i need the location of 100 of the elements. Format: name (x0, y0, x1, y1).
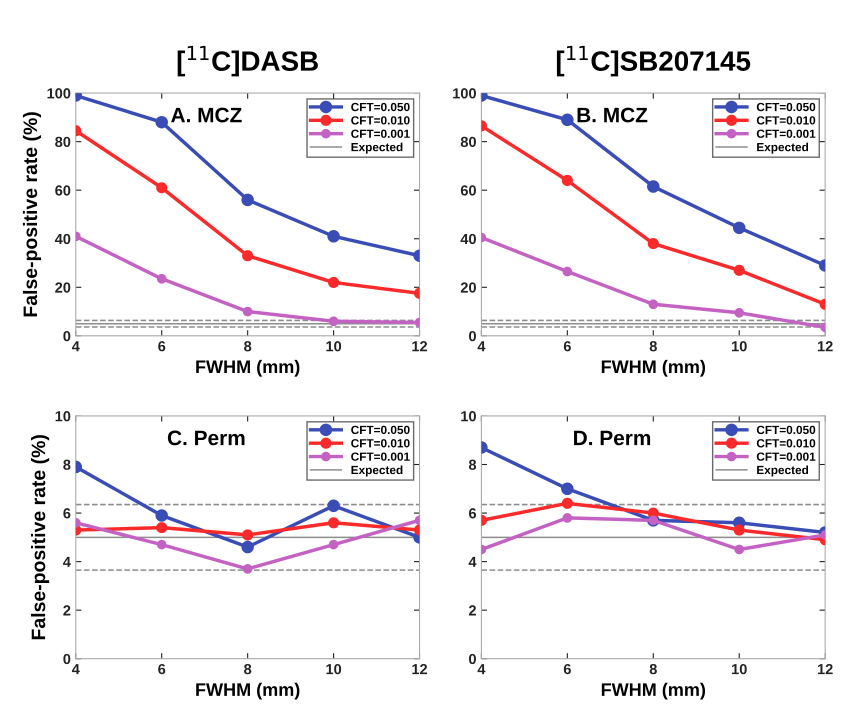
y-tick-label: 60 (55, 185, 70, 196)
point (156, 540, 167, 550)
annotation: A. MCZ (171, 108, 242, 122)
legend-label: CFT=0.010 (756, 116, 816, 125)
point (734, 524, 745, 536)
x-tick-label: 10 (326, 664, 342, 674)
point (647, 180, 660, 193)
x-tick-label: 12 (412, 341, 428, 352)
legend-label: Expected (351, 466, 402, 477)
point (242, 250, 254, 262)
x-tick-label: 8 (650, 664, 657, 674)
y-tick-label: 8 (468, 460, 476, 470)
x-axis-title: FWHM (mm) (196, 682, 300, 700)
x-axis-title: FWHM (mm) (602, 360, 706, 377)
y-tick-label: 2 (468, 605, 476, 616)
point (156, 274, 167, 284)
point (155, 116, 168, 128)
point (327, 500, 340, 512)
annotation: C. Perm (168, 430, 244, 446)
point (328, 316, 338, 326)
y-tick-label: 10 (56, 411, 70, 422)
point (328, 276, 340, 288)
point (156, 182, 168, 194)
point (156, 522, 168, 534)
point (242, 306, 253, 316)
legend-label: CFT=0.010 (756, 439, 816, 448)
point (562, 266, 572, 276)
y-tick-label: 80 (55, 136, 70, 148)
y-tick-label: 20 (460, 282, 476, 293)
x-tick-label: 4 (72, 341, 80, 352)
point (732, 222, 746, 234)
y-axis-title: False-positive rate (%) (31, 435, 50, 640)
point (562, 498, 573, 509)
legend-label: CFT=0.050 (756, 102, 816, 112)
y-tick-label: 20 (55, 282, 70, 293)
x-tick-label: 4 (72, 664, 80, 674)
point (242, 564, 253, 574)
y-tick-label: 100 (453, 88, 476, 99)
annotation: D. Perm (574, 430, 650, 446)
x-tick-label: 6 (564, 341, 571, 352)
y-tick-label: 40 (460, 234, 476, 244)
x-tick-label: 12 (818, 341, 833, 352)
point (328, 540, 338, 550)
point (328, 517, 340, 528)
y-tick-label: 40 (54, 234, 70, 244)
x-tick-label: 6 (564, 664, 571, 674)
x-tick-label: 6 (158, 341, 166, 352)
legend-label: CFT=0.001 (351, 130, 410, 138)
y-tick-label: 6 (63, 508, 70, 518)
chart-title: [$^{11}$C]SB207145 (556, 46, 750, 76)
y-tick-label: 80 (460, 136, 476, 148)
point (241, 540, 254, 554)
legend-label: CFT=0.010 (351, 116, 410, 125)
x-tick-label: 8 (650, 341, 657, 352)
y-tick-label: 100 (48, 88, 70, 99)
point (648, 238, 659, 250)
legend-label: CFT=0.050 (756, 426, 816, 434)
legend-label: Expected (757, 142, 808, 154)
y-tick-label: 6 (468, 508, 476, 518)
chart-title: [$^{11}$C]DASB (178, 46, 318, 76)
y-tick-label: 4 (63, 556, 71, 567)
x-tick-label: 12 (412, 664, 428, 674)
y-axis-title: False-positive rate (%) (22, 112, 42, 316)
point (562, 513, 572, 523)
x-tick-label: 10 (732, 664, 747, 674)
point (241, 194, 254, 206)
y-tick-label: 0 (63, 654, 70, 664)
legend-label: CFT=0.001 (756, 452, 816, 461)
x-tick-label: 4 (478, 341, 486, 352)
x-tick-label: 8 (244, 664, 252, 674)
point (327, 230, 340, 243)
point (734, 264, 745, 276)
point (155, 509, 168, 522)
y-tick-label: 8 (63, 460, 70, 470)
legend-label: Expected (351, 142, 402, 154)
legend-label: CFT=0.001 (756, 130, 816, 138)
y-tick-label: 0 (469, 330, 476, 342)
legend-label: CFT=0.001 (351, 452, 410, 461)
x-tick-label: 12 (818, 664, 833, 674)
point (562, 174, 573, 186)
x-axis-title: FWHM (mm) (196, 360, 300, 377)
y-tick-label: 0 (469, 654, 476, 664)
point (561, 482, 574, 496)
x-tick-label: 8 (244, 341, 252, 352)
x-tick-label: 4 (478, 664, 486, 674)
point (734, 308, 744, 318)
point (242, 529, 254, 540)
point (648, 299, 658, 310)
y-tick-label: 60 (460, 185, 476, 196)
legend-label: CFT=0.050 (351, 426, 410, 434)
x-axis-title: FWHM (mm) (602, 682, 706, 700)
x-tick-label: 10 (326, 341, 342, 352)
y-tick-label: 10 (461, 411, 476, 422)
y-tick-label: 4 (468, 556, 476, 567)
y-tick-label: 0 (63, 330, 70, 342)
legend-label: CFT=0.050 (351, 102, 410, 112)
x-tick-label: 6 (158, 664, 166, 674)
legend-label: Expected (757, 466, 808, 477)
y-tick-label: 2 (63, 605, 70, 616)
x-tick-label: 10 (732, 341, 747, 352)
